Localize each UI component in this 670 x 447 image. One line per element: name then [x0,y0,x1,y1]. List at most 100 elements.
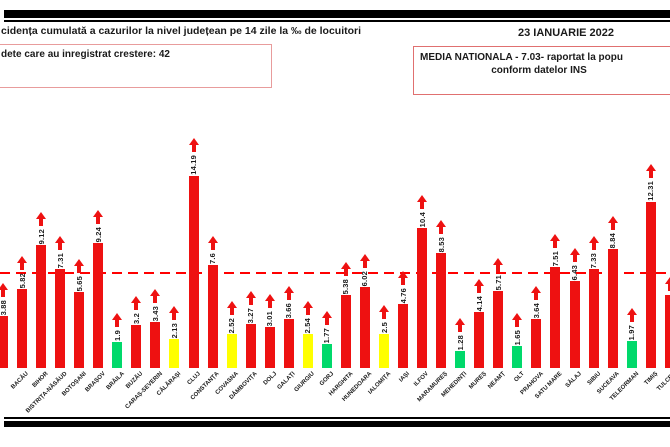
bar-value-label: 6.43 [570,264,579,280]
bar [550,267,561,368]
x-axis-label: BRĂILA [105,371,126,392]
bar [55,269,66,368]
increase-arrow-icon [321,311,332,326]
bar-value-label: 7.31 [55,252,65,268]
x-axis-label: DOLJ [262,371,278,387]
bar-annotation-stack: 2.13 [163,306,185,338]
x-axis-label: SIBIU [586,371,602,387]
x-axis-label: GORJ [318,371,336,388]
x-axis-label: TIMIȘ [643,371,659,387]
increase-arrow-icon [645,164,656,179]
bar-annotation-stack: 2.5 [373,305,395,333]
bar-annotation-stack: 5.71 [487,258,509,290]
increase-arrow-icon [664,277,670,292]
bar-annotation-stack: 12.31 [640,164,662,201]
bar-value-label: 1.97 [627,324,637,340]
increase-arrow-icon [55,236,66,251]
bar [74,292,85,368]
bar-annotation-stack: 14.19 [183,138,205,175]
increase-arrow-icon [340,262,351,277]
frame-bottom-thin-line [4,417,670,419]
increase-arrow-icon [493,258,504,273]
increase-arrow-icon [112,313,123,328]
bar [207,265,218,368]
bar-value-label: 3.43 [150,305,160,321]
report-date: 23 IANUARIE 2022 [518,27,614,39]
bar-value-label: 3.2 [131,312,141,324]
bar [340,295,351,368]
bar [512,346,523,368]
bar-annotation-stack: 9.24 [87,210,109,242]
increase-arrow-icon [169,306,180,321]
bar-value-label: 14.19 [189,155,198,175]
bar-value-label: 6.02 [360,270,370,286]
bar [664,295,670,368]
increase-arrow-icon [417,195,428,210]
increase-arrow-icon [436,220,447,235]
bar-value-label: 5.82 [17,272,27,288]
bar-annotation-stack: 1.97 [621,308,643,340]
bar-annotation-stack: 7.6 [202,236,224,264]
increase-arrow-icon [0,283,9,298]
bar [188,176,199,368]
counties-increase-text: dete care au inregistrat crestere: 42 [1,49,170,60]
bar-value-label: 7.6 [208,252,218,264]
bar [226,334,237,368]
bar-value-label: 2.13 [169,322,179,338]
x-axis-label: IAȘI [398,371,412,384]
increase-arrow-icon [264,294,275,309]
bar [17,289,28,368]
bar-annotation-stack: 5.65 [68,259,90,291]
chart-title: cidența cumulată a cazurilor la nivel ju… [1,25,362,37]
bar-value-label: 5.38 [341,278,351,294]
increase-arrow-icon [245,291,256,306]
increase-arrow-icon [302,301,313,316]
bar-value-label: 1.65 [512,329,522,345]
x-axis-label: CLUJ [186,371,202,387]
increase-arrow-icon [474,279,485,294]
bar [645,202,656,368]
bar [474,312,485,368]
bar [531,319,542,368]
bar [569,281,580,368]
increase-arrow-icon [379,305,390,320]
x-axis-label: OLT [513,371,526,384]
bar [493,291,504,368]
bar-value-label: 2.54 [303,317,313,333]
x-axis-label: SĂLAJ [564,371,583,390]
national-average-text-line1: MEDIA NATIONALA - 7.03- raportat la popu [420,52,623,63]
bar-value-label: 3.66 [284,302,294,318]
bar-annotation-stack: 1.28 [449,318,471,350]
bar-value-label: 3.88 [0,299,8,315]
increase-arrow-icon [36,212,47,227]
bar [398,304,409,368]
bar-annotation-stack: 4.76 [392,271,414,303]
bar-annotation-stack: 8.53 [430,220,452,252]
bar [169,339,180,368]
bar [0,316,8,368]
bar [379,334,389,368]
bar-value-label: 2.52 [227,317,237,333]
increase-arrow-icon [626,308,637,323]
increase-arrow-icon [550,234,561,249]
increase-arrow-icon [74,259,85,274]
bar-annotation-stack [659,277,670,294]
increase-arrow-icon [226,301,237,316]
frame-bottom-thick-line [4,421,670,427]
bar [112,342,123,368]
increase-arrow-icon [17,256,28,271]
national-average-text-line2: conform datelor INS [491,65,587,76]
bar [588,269,599,368]
bar-value-label: 12.31 [646,181,656,201]
increase-arrow-icon [588,236,599,251]
bar-value-label: 5.71 [493,274,503,290]
increase-arrow-icon [283,286,294,301]
bar-annotation-stack: 1.77 [316,311,338,343]
bar [455,351,466,368]
national-average-box: MEDIA NATIONALA - 7.03- raportat la popu… [413,46,670,95]
increase-arrow-icon [131,296,142,311]
bar-value-label: 7.33 [589,252,599,268]
bar-value-label: 9.24 [93,226,103,242]
